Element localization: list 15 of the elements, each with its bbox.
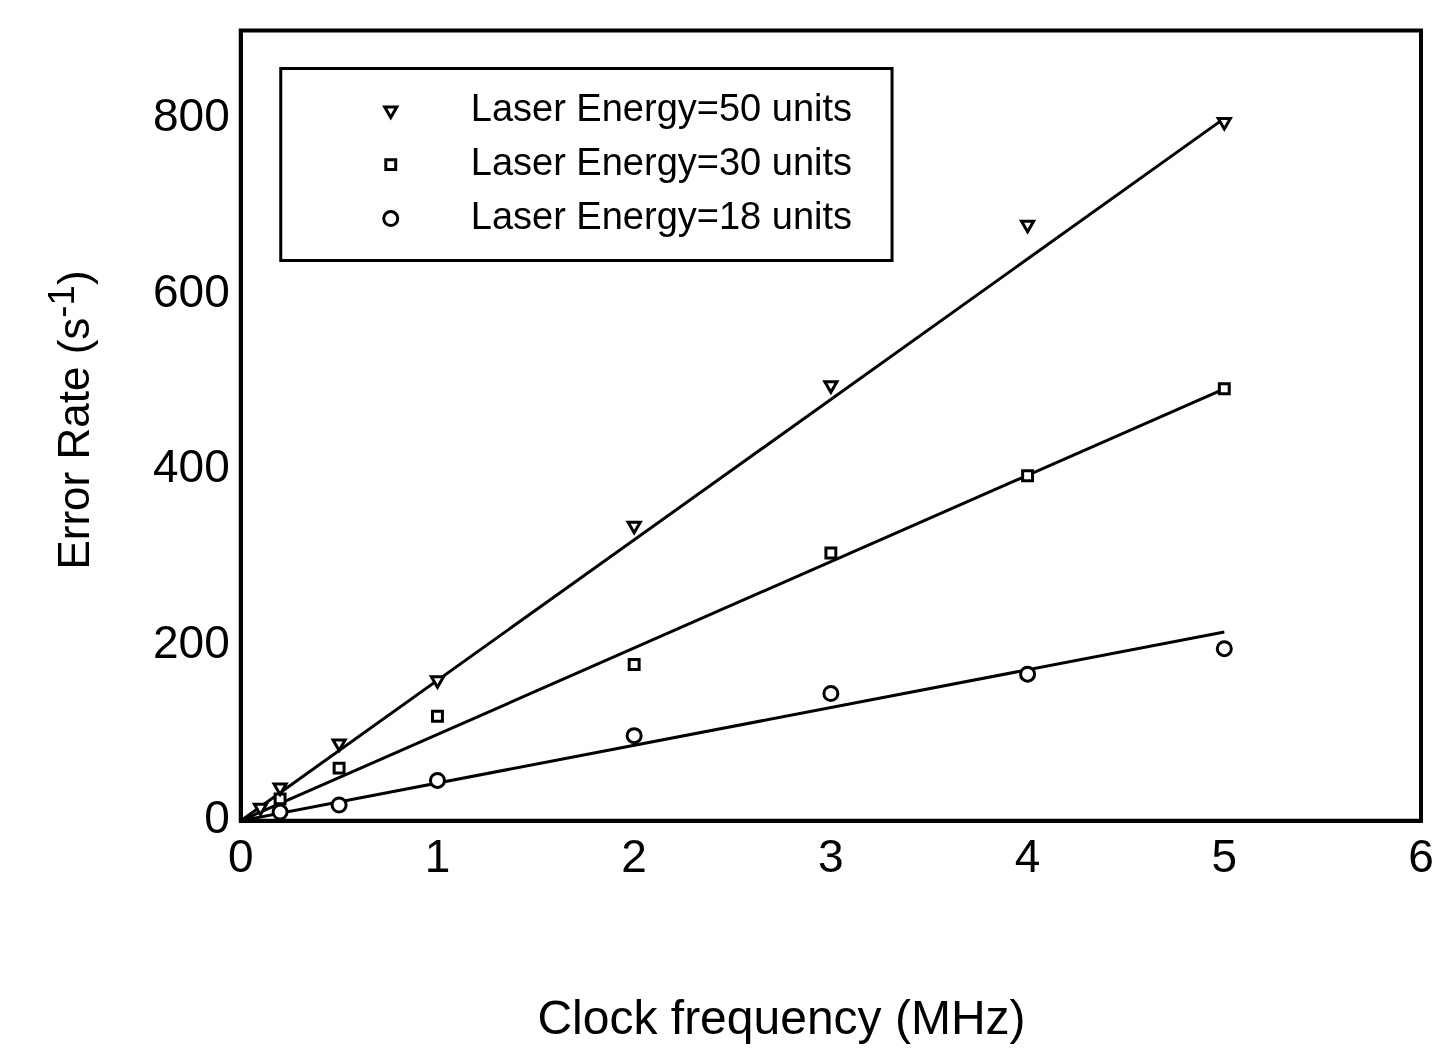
x-tick-label: 2: [621, 830, 647, 883]
legend-label: Laser Energy=30 units: [470, 141, 853, 184]
x-tick-label: 3: [818, 830, 844, 883]
x-tick-label: 6: [1408, 830, 1434, 883]
y-tick-label: 600: [153, 264, 230, 317]
x-tick-label: 4: [1014, 830, 1041, 883]
legend-label: Laser Energy=50 units: [470, 87, 853, 130]
x-tick-label: 5: [1211, 830, 1238, 883]
y-tick-label: 200: [153, 615, 230, 668]
y-tick-label: 0: [204, 791, 230, 844]
x-axis-title: Clock frequency (MHz): [536, 990, 1027, 1045]
y-tick-label: 800: [153, 89, 230, 142]
y-tick-label: 400: [153, 440, 230, 493]
x-tick-label: 1: [424, 830, 451, 883]
legend-label: Laser Energy=18 units: [470, 195, 853, 238]
